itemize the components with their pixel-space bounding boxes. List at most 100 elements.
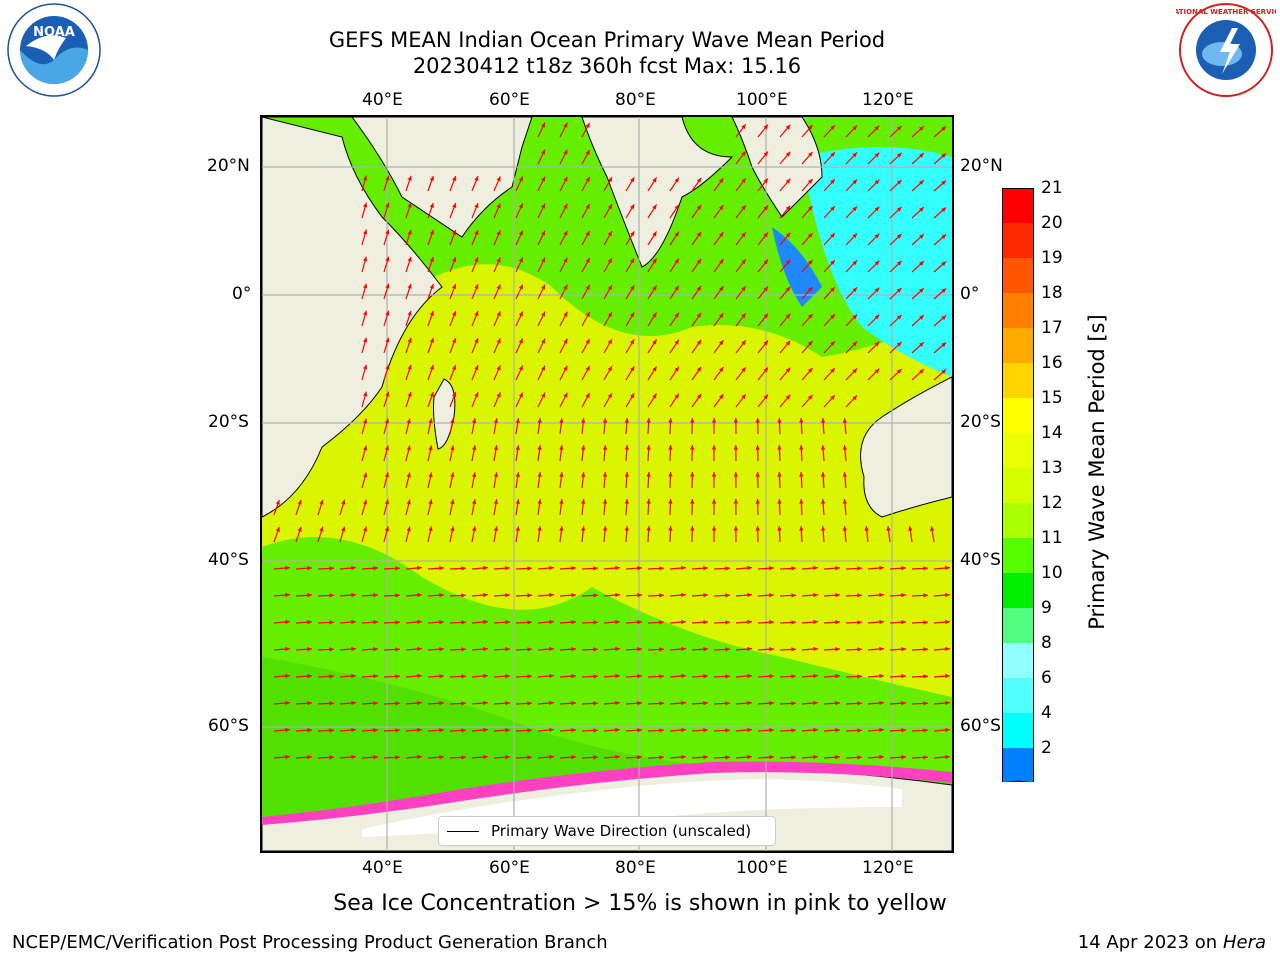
wave-arrow-head (681, 565, 686, 571)
wave-arrow-head (541, 122, 546, 128)
wave-arrow-head (518, 176, 523, 182)
wave-arrow-head (919, 315, 924, 320)
tick-bottom-60e: 60°E (489, 858, 530, 878)
wave-arrow-head (439, 728, 444, 733)
wave-arrow-head (285, 592, 290, 598)
wave-arrow-head (319, 526, 324, 532)
wave-arrow-head (741, 367, 746, 373)
wave-arrow-head (363, 445, 368, 451)
wave-arrow-head (681, 754, 686, 760)
wave-arrow-head (763, 367, 769, 373)
wave-arrow-head (373, 620, 378, 625)
wave-arrow-head (741, 151, 746, 157)
wave-arrow-head (384, 472, 390, 478)
wave-arrow-head (439, 674, 444, 679)
wave-arrow-head (857, 728, 862, 733)
wave-arrow-head (807, 151, 813, 157)
colorbar-tick-label: 13 (1041, 458, 1063, 478)
wave-arrow-head (923, 674, 928, 679)
wave-arrow-head (351, 619, 356, 625)
wave-arrow-head (659, 755, 664, 760)
wave-arrow-head (615, 619, 620, 625)
wave-arrow-head (813, 754, 818, 760)
wave-arrow-head (581, 472, 586, 477)
wave-arrow-head (496, 338, 501, 344)
wave-arrow-head (813, 700, 818, 706)
wave-arrow-head (472, 526, 477, 532)
colorbar-segment (1002, 573, 1034, 608)
wave-arrow-head (285, 700, 290, 706)
wave-arrow-head (385, 229, 390, 235)
wave-arrow-head (384, 445, 390, 451)
wave-arrow-head (923, 755, 928, 760)
wave-arrow-head (652, 339, 657, 345)
wave-arrow-head (407, 337, 412, 343)
wave-arrow-head (652, 393, 657, 399)
wave-arrow-head (830, 287, 835, 293)
wave-arrow-head (886, 526, 891, 531)
wave-arrow-head (474, 257, 479, 263)
tick-left-20s: 20°S (208, 412, 249, 432)
wave-arrow-head (307, 755, 312, 760)
tick-right-40s: 40°S (960, 550, 1001, 570)
wave-arrow-head (493, 472, 499, 478)
wave-arrow-head (439, 620, 444, 625)
wave-arrow-head (852, 233, 858, 239)
wave-arrow-head (429, 175, 434, 181)
wave-arrow-head (429, 391, 434, 397)
wave-arrow-head (537, 472, 542, 477)
wave-arrow-head (733, 526, 739, 531)
wave-arrow-head (571, 701, 576, 706)
wave-arrow-head (725, 674, 730, 679)
wave-arrow-head (945, 673, 950, 679)
wave-arrow-head (874, 260, 880, 266)
wave-arrow-head (741, 340, 746, 346)
wave-arrow-head (703, 647, 708, 652)
colorbar-segment (1002, 608, 1034, 643)
wave-arrow-head (607, 312, 612, 318)
wave-arrow-head (807, 340, 813, 346)
wave-arrow-head (541, 338, 546, 344)
wave-arrow-head (681, 700, 686, 706)
wave-arrow-head (725, 647, 730, 652)
wave-arrow-head (496, 311, 501, 317)
wave-arrow-head (307, 620, 312, 625)
wave-arrow-head (852, 260, 858, 266)
wave-arrow-head (527, 728, 532, 733)
svg-text:NATIONAL WEATHER SERVICE: NATIONAL WEATHER SERVICE (1176, 8, 1276, 16)
wave-arrow-head (518, 338, 523, 344)
wave-arrow-head (384, 418, 390, 424)
wave-arrow-head (820, 472, 826, 477)
wave-arrow-head (919, 261, 924, 266)
tick-top-80e: 80°E (615, 90, 656, 110)
wave-arrow-head (515, 418, 520, 423)
wave-arrow-head (417, 592, 422, 598)
wave-arrow-head (602, 499, 608, 504)
colorbar-tick-label: 21 (1041, 178, 1063, 198)
wave-arrow-head (879, 646, 884, 652)
wave-arrow-head (763, 151, 769, 157)
wave-arrow-head (923, 566, 928, 571)
wave-arrow-head (690, 526, 695, 531)
wave-arrow-head (835, 593, 840, 598)
wave-arrow-head (607, 258, 612, 264)
wave-arrow-head (541, 311, 546, 317)
wave-arrow-head (813, 673, 818, 679)
wave-arrow-head (549, 700, 554, 706)
wave-arrow-head (646, 418, 651, 423)
wave-arrow-head (842, 472, 848, 477)
wave-arrow-head (807, 286, 813, 292)
wave-arrow-head (901, 701, 906, 706)
wave-arrow-head (461, 566, 466, 571)
wave-arrow-head (571, 755, 576, 760)
wave-arrow-head (646, 445, 651, 450)
wave-arrow-head (681, 619, 686, 625)
wave-arrow-head (474, 311, 479, 317)
wave-arrow-head (807, 313, 813, 319)
wave-arrow-head (450, 472, 455, 478)
wave-arrow-head (527, 701, 532, 706)
wave-arrow-head (785, 394, 791, 400)
tick-right-20n: 20°N (960, 156, 1003, 176)
wave-arrow-head (474, 203, 479, 209)
wave-arrow-head (505, 701, 510, 706)
